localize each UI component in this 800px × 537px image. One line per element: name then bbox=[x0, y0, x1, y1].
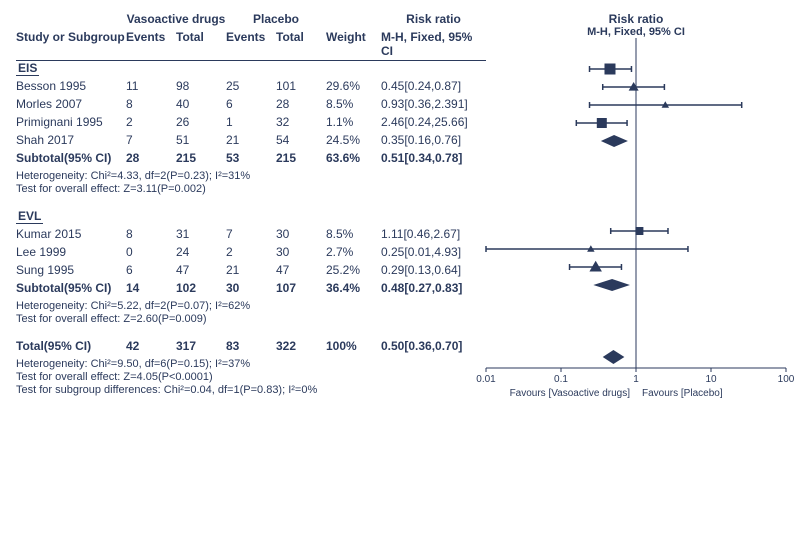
group-label: EVL bbox=[16, 209, 43, 224]
hdr-tot1: Total bbox=[176, 30, 226, 44]
svg-text:10: 10 bbox=[705, 374, 717, 385]
hdr-ev1: Events bbox=[126, 30, 176, 44]
svg-text:100: 100 bbox=[778, 374, 795, 385]
hdr-group1: Vasoactive drugs bbox=[126, 12, 226, 26]
hdr-ev2: Events bbox=[226, 30, 276, 44]
plot-subtitle: M-H, Fixed, 95% CI bbox=[486, 26, 786, 38]
hdr-group2: Placebo bbox=[226, 12, 326, 26]
hdr-rr: Risk ratio bbox=[381, 12, 486, 26]
forest-plot: Risk ratio M-H, Fixed, 95% CI 0.010.1110… bbox=[486, 12, 786, 469]
group-label: EIS bbox=[16, 61, 39, 76]
svg-text:1: 1 bbox=[633, 374, 639, 385]
svg-text:0.1: 0.1 bbox=[554, 374, 568, 385]
hdr-study: Study or Subgroup bbox=[16, 30, 126, 44]
hdr-weight: Weight bbox=[326, 30, 381, 44]
hdr-tot2: Total bbox=[276, 30, 326, 44]
svg-text:0.01: 0.01 bbox=[476, 374, 496, 385]
plot-title: Risk ratio bbox=[486, 12, 786, 26]
forest-table: Vasoactive drugs Placebo Risk ratio Stud… bbox=[16, 12, 486, 469]
svg-text:Favours [Vasoactive drugs]: Favours [Vasoactive drugs] bbox=[510, 388, 631, 399]
svg-text:Favours [Placebo]: Favours [Placebo] bbox=[642, 388, 723, 399]
hdr-mh: M-H, Fixed, 95% CI bbox=[381, 30, 486, 58]
